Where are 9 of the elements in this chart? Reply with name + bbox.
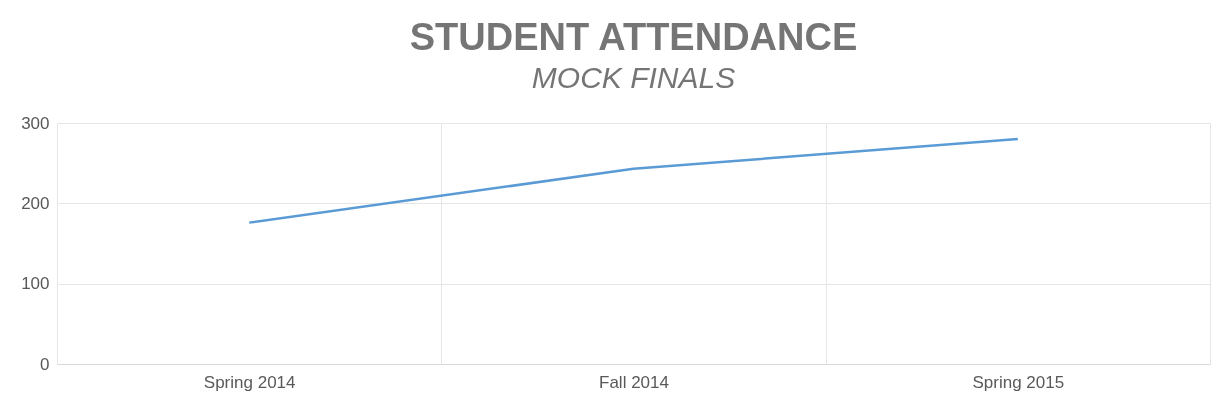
x-tick-label: Spring 2015 (972, 372, 1065, 392)
x-tick-label: Spring 2014 (203, 372, 296, 392)
y-tick-label: 0 (40, 354, 50, 374)
y-tick-label: 100 (21, 274, 50, 294)
chart-subtitle: MOCK FINALS (531, 61, 736, 94)
chart-title: STUDENT ATTENDANCE (409, 16, 858, 58)
y-tick-label: 200 (21, 193, 50, 213)
y-tick-label: 300 (21, 113, 50, 133)
x-tick-label: Fall 2014 (599, 372, 669, 392)
